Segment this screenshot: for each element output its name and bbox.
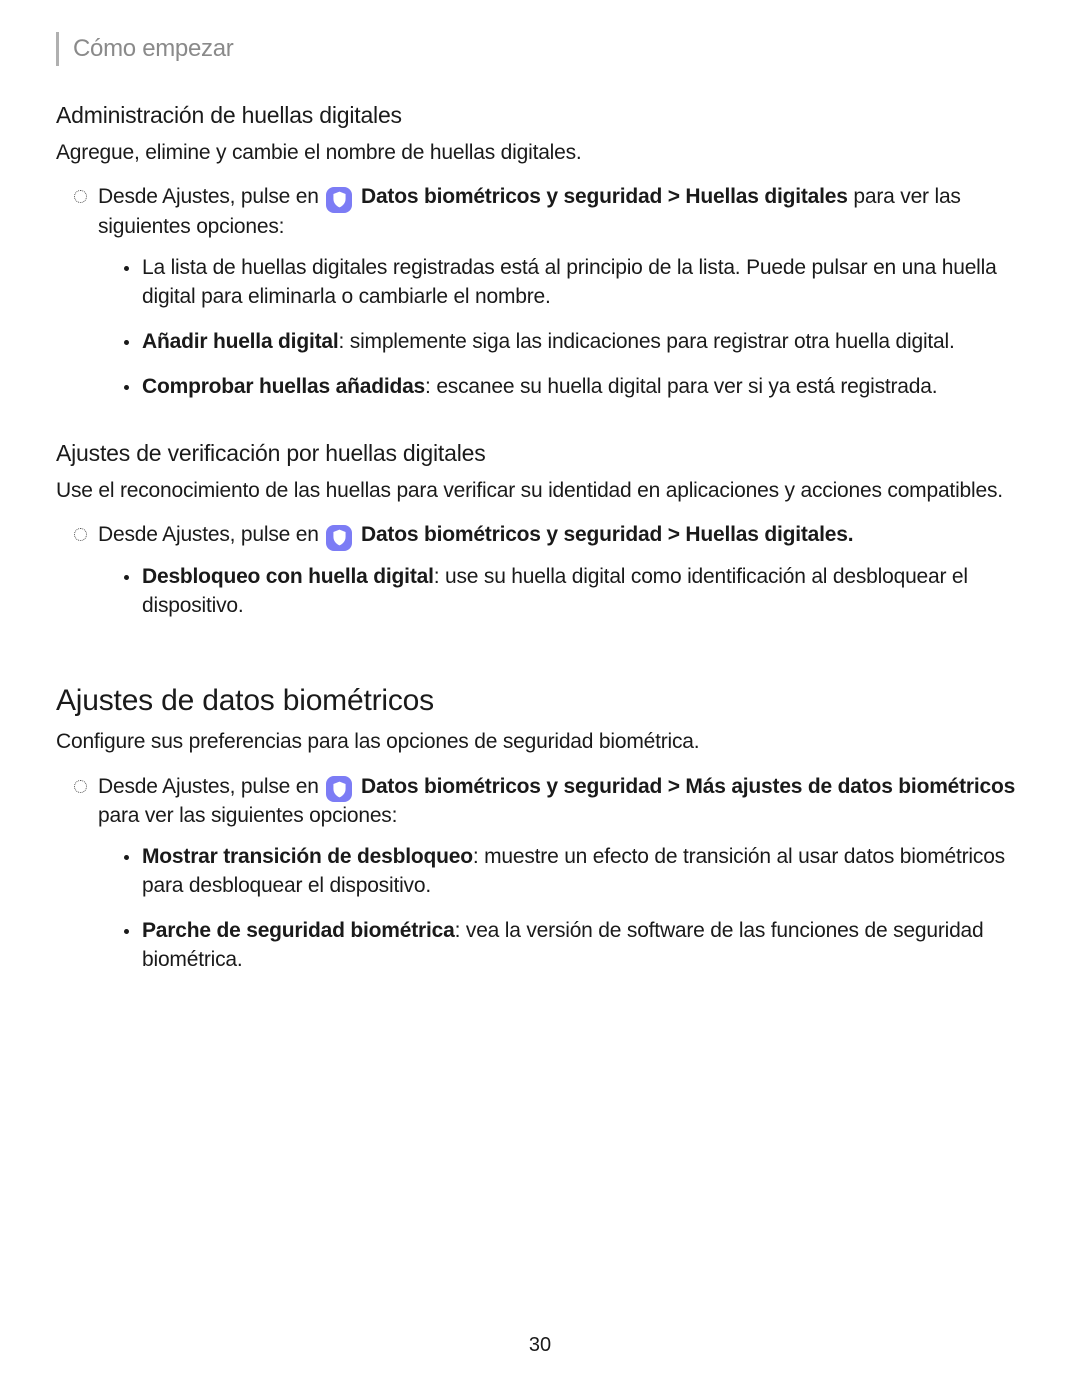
- section1-nav-list: Desde Ajustes, pulse en Datos biométrico…: [56, 183, 1024, 417]
- shield-icon: [326, 187, 352, 213]
- section3-nav-item: Desde Ajustes, pulse en Datos biométrico…: [98, 773, 1024, 975]
- nav-prefix: Desde Ajustes, pulse en: [98, 775, 324, 798]
- nav-prefix: Desde Ajustes, pulse en: [98, 185, 324, 208]
- shield-icon: [326, 776, 352, 802]
- section2-title: Ajustes de verificación por huellas digi…: [56, 440, 1024, 467]
- section3-title: Ajustes de datos biométricos: [56, 684, 1024, 718]
- document-page: Cómo empezar Administración de huellas d…: [0, 0, 1080, 1397]
- section1-nav-item: Desde Ajustes, pulse en Datos biométrico…: [98, 183, 1024, 401]
- section2-lead: Use el reconocimiento de las huellas par…: [56, 477, 1024, 505]
- section2-sublist: Desbloqueo con huella digital: use su hu…: [98, 563, 1024, 621]
- shield-icon: [326, 525, 352, 551]
- nav-bold: Datos biométricos y seguridad > Huellas …: [361, 185, 848, 208]
- section3-item-0: Mostrar transición de desbloqueo: muestr…: [142, 843, 1024, 901]
- header-title: Cómo empezar: [73, 35, 233, 63]
- section3-item-1: Parche de seguridad biométrica: vea la v…: [142, 917, 1024, 975]
- section1-title: Administración de huellas digitales: [56, 102, 1024, 129]
- section2-nav-list: Desde Ajustes, pulse en Datos biométrico…: [56, 521, 1024, 636]
- section2-item-0: Desbloqueo con huella digital: use su hu…: [142, 563, 1024, 621]
- section2-nav-item: Desde Ajustes, pulse en Datos biométrico…: [98, 521, 1024, 620]
- nav-prefix: Desde Ajustes, pulse en: [98, 523, 324, 546]
- nav-bold: Datos biométricos y seguridad > Más ajus…: [361, 775, 1015, 798]
- section1-sublist: La lista de huellas digitales registrada…: [98, 254, 1024, 402]
- page-header: Cómo empezar: [56, 32, 1024, 66]
- item-bold: Añadir huella digital: [142, 330, 339, 353]
- section1-item-0: La lista de huellas digitales registrada…: [142, 254, 1024, 312]
- nav-bold: Datos biométricos y seguridad > Huellas …: [361, 523, 853, 546]
- section1-item-2: Comprobar huellas añadidas: escanee su h…: [142, 373, 1024, 402]
- header-accent-bar: [56, 32, 59, 66]
- section3-lead: Configure sus preferencias para las opci…: [56, 728, 1024, 756]
- nav-suffix: para ver las siguientes opciones:: [98, 804, 397, 827]
- item-bold: Parche de seguridad biométrica: [142, 919, 455, 942]
- item-bold: Comprobar huellas añadidas: [142, 375, 425, 398]
- section3-sublist: Mostrar transición de desbloqueo: muestr…: [98, 843, 1024, 975]
- item-rest: : simplemente siga las indicaciones para…: [339, 330, 955, 353]
- section3-nav-list: Desde Ajustes, pulse en Datos biométrico…: [56, 773, 1024, 991]
- section1-item-1: Añadir huella digital: simplemente siga …: [142, 328, 1024, 357]
- item-bold: Desbloqueo con huella digital: [142, 565, 434, 588]
- item-rest: : escanee su huella digital para ver si …: [425, 375, 937, 398]
- item-bold: Mostrar transición de desbloqueo: [142, 845, 473, 868]
- page-number: 30: [56, 1294, 1024, 1357]
- section1-lead: Agregue, elimine y cambie el nombre de h…: [56, 139, 1024, 167]
